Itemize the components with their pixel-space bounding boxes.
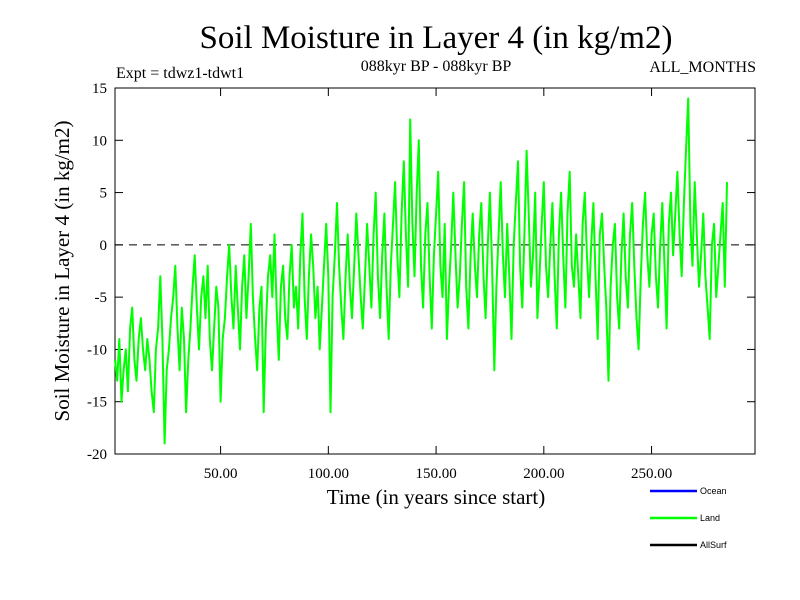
x-tick-label: 200.00 bbox=[523, 466, 564, 482]
experiment-label: Expt = tdwz1-tdwt1 bbox=[116, 65, 244, 82]
chart-title: Soil Moisture in Layer 4 (in kg/m2) bbox=[200, 20, 673, 56]
legend: Ocean Land AllSurf bbox=[650, 486, 727, 550]
y-tick-label: -20 bbox=[87, 447, 107, 463]
y-axis-label: Soil Moisture in Layer 4 (in kg/m2) bbox=[50, 121, 74, 422]
x-tick-label: 150.00 bbox=[415, 466, 456, 482]
plot-area bbox=[114, 87, 756, 455]
period-label: 088kyr BP - 088kyr BP bbox=[361, 58, 512, 75]
series-line-land bbox=[114, 97, 728, 445]
y-tick-label: 5 bbox=[100, 186, 108, 202]
x-tick-label: 250.00 bbox=[631, 466, 672, 482]
y-axis: -20 -15 -10 -5 0 5 10 15 bbox=[87, 81, 755, 463]
x-tick-label: 50.00 bbox=[204, 466, 238, 482]
y-tick-label: -15 bbox=[87, 395, 107, 411]
y-tick-label: 0 bbox=[100, 238, 108, 254]
y-tick-label: 10 bbox=[92, 133, 107, 149]
months-label: ALL_MONTHS bbox=[649, 59, 756, 76]
y-tick-label: -10 bbox=[87, 342, 107, 358]
legend-label-ocean: Ocean bbox=[700, 486, 727, 496]
x-tick-label: 100.00 bbox=[308, 466, 349, 482]
y-tick-label: 15 bbox=[92, 81, 107, 97]
legend-label-land: Land bbox=[700, 513, 720, 523]
x-axis: 50.00 100.00 150.00 200.00 250.00 bbox=[204, 88, 672, 482]
y-tick-label: -5 bbox=[95, 290, 108, 306]
legend-label-allsurf: AllSurf bbox=[700, 540, 727, 550]
x-axis-label: Time (in years since start) bbox=[327, 485, 546, 509]
